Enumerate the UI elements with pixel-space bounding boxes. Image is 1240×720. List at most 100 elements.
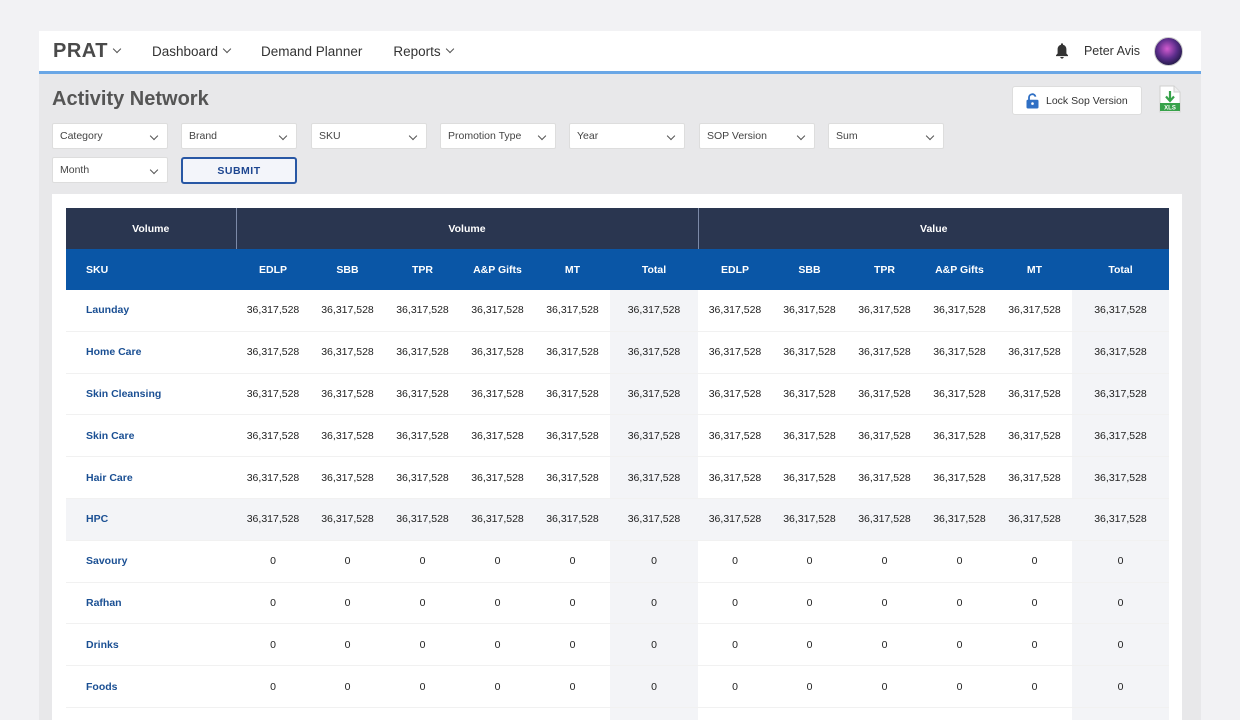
lock-sop-version-button[interactable]: Lock Sop Version [1012, 86, 1142, 115]
table-cell: 36,317,528 [610, 331, 698, 374]
month-select[interactable]: Month [52, 157, 168, 183]
column-header[interactable]: EDLP [236, 249, 310, 290]
row-name-link[interactable]: Launday [66, 290, 236, 332]
column-header[interactable]: TPR [847, 249, 922, 290]
row-name-link[interactable]: Beverages [66, 707, 236, 720]
column-header[interactable]: MT [997, 249, 1072, 290]
table-cell: 36,317,528 [698, 373, 772, 416]
app-window: PRAT Dashboard Demand Planner Reports Pe… [39, 31, 1201, 720]
table-cell: 0 [847, 623, 922, 667]
nav-dashboard[interactable]: Dashboard [151, 43, 232, 59]
table-row: Beverages000000000000 [66, 707, 1169, 720]
group-header: Value [697, 208, 1169, 249]
table-cell: 0 [236, 582, 310, 625]
row-name-link[interactable]: Home Care [66, 331, 236, 374]
column-header[interactable]: A&P Gifts [460, 249, 535, 290]
submit-button[interactable]: SUBMIT [181, 157, 297, 184]
table-cell: 0 [610, 582, 698, 625]
category-select[interactable]: Category [52, 123, 168, 149]
top-navbar: PRAT Dashboard Demand Planner Reports Pe… [39, 31, 1201, 74]
table-cell: 0 [997, 707, 1072, 720]
table-cell: 36,317,528 [922, 498, 997, 541]
page-header: Activity Network Lock Sop Version XLS [39, 74, 1201, 120]
table-cell: 36,317,528 [772, 456, 847, 499]
table-cell: 36,317,528 [1072, 456, 1169, 499]
table-cell: 0 [610, 665, 698, 708]
row-name-link[interactable]: Foods [66, 665, 236, 708]
row-name-link[interactable]: Skin Care [66, 414, 236, 458]
row-name-link[interactable]: Skin Cleansing [66, 373, 236, 416]
brand-select[interactable]: Brand [181, 123, 297, 149]
unlock-icon [1026, 92, 1039, 108]
lock-sop-version-label: Lock Sop Version [1046, 94, 1128, 107]
nav-dashboard-label: Dashboard [151, 43, 219, 59]
table-cell: 36,317,528 [847, 331, 922, 374]
table-cell: 0 [236, 707, 310, 720]
table-cell: 0 [310, 623, 385, 667]
year-select[interactable]: Year [569, 123, 685, 149]
table-cell: 36,317,528 [772, 414, 847, 458]
nav-reports[interactable]: Reports [393, 44, 454, 59]
brand-menu[interactable]: PRAT [53, 40, 122, 63]
table-cell: 36,317,528 [1072, 290, 1169, 332]
xls-download-icon[interactable]: XLS [1159, 85, 1181, 113]
nav-demand-planner[interactable]: Demand Planner [261, 44, 362, 59]
table-cell: 0 [236, 623, 310, 667]
filter-bar: Category Brand SKU Promotion Type Year S… [39, 120, 1201, 190]
table-cell: 36,317,528 [385, 373, 460, 416]
table-cell: 0 [772, 540, 847, 583]
table-cell: 36,317,528 [772, 331, 847, 374]
table-cell: 36,317,528 [310, 331, 385, 374]
table-cell: 36,317,528 [1072, 373, 1169, 416]
avatar[interactable] [1154, 36, 1183, 66]
bell-icon[interactable] [1054, 42, 1070, 60]
table-cell: 36,317,528 [922, 331, 997, 374]
column-header[interactable]: SBB [310, 249, 385, 290]
table-cell: 0 [535, 707, 610, 720]
row-name-link[interactable]: Drinks [66, 623, 236, 667]
column-header[interactable]: Total [1072, 249, 1169, 290]
column-header[interactable]: EDLP [698, 249, 772, 290]
table-cell: 36,317,528 [236, 414, 310, 458]
table-cell: 36,317,528 [1072, 498, 1169, 541]
row-name-link[interactable]: Rafhan [66, 582, 236, 625]
table-cell: 36,317,528 [610, 498, 698, 541]
table-row: Home Care 36,317,528 36,317,528 36,317,528 3… [66, 331, 1169, 374]
table-cell: 36,317,528 [610, 290, 698, 332]
table-cell: 0 [535, 623, 610, 667]
row-name-link[interactable]: Savoury [66, 540, 236, 583]
category-select-value: Category [60, 130, 103, 142]
table-cell: 0 [385, 665, 460, 708]
table-cell: 0 [1072, 582, 1169, 625]
table-cell: 36,317,528 [385, 456, 460, 499]
column-header[interactable]: TPR [385, 249, 460, 290]
table-cell: 0 [385, 540, 460, 583]
sku-select[interactable]: SKU [311, 123, 427, 149]
table-cell: 36,317,528 [1072, 331, 1169, 374]
chevron-down-icon [112, 44, 122, 54]
row-name-link[interactable]: HPC [66, 498, 236, 541]
column-header[interactable]: A&P Gifts [922, 249, 997, 290]
table-cell: 0 [460, 623, 535, 667]
table-cell: 0 [772, 665, 847, 708]
table-cell: 36,317,528 [236, 498, 310, 541]
aggregation-select[interactable]: Sum [828, 123, 944, 149]
column-header-sku[interactable]: SKU [66, 249, 236, 290]
table-cell: 36,317,528 [997, 414, 1072, 458]
table-row: Skin Cleansing 36,317,528 36,317,528 36,317… [66, 373, 1169, 416]
table-cell: 36,317,528 [236, 456, 310, 499]
sop-version-select[interactable]: SOP Version [699, 123, 815, 149]
column-header[interactable]: SBB [772, 249, 847, 290]
column-header[interactable]: MT [535, 249, 610, 290]
table-cell: 36,317,528 [698, 331, 772, 374]
row-name-link[interactable]: Hair Care [66, 456, 236, 499]
promotion-type-select[interactable]: Promotion Type [440, 123, 556, 149]
user-name[interactable]: Peter Avis [1083, 44, 1140, 58]
table-cell: 0 [236, 665, 310, 708]
table-cell: 0 [460, 707, 535, 720]
table-cell: 0 [310, 582, 385, 625]
table-cell: 36,317,528 [847, 290, 922, 332]
sop-version-select-value: SOP Version [707, 130, 767, 142]
column-header[interactable]: Total [610, 249, 698, 290]
table-cell: 36,317,528 [310, 290, 385, 332]
